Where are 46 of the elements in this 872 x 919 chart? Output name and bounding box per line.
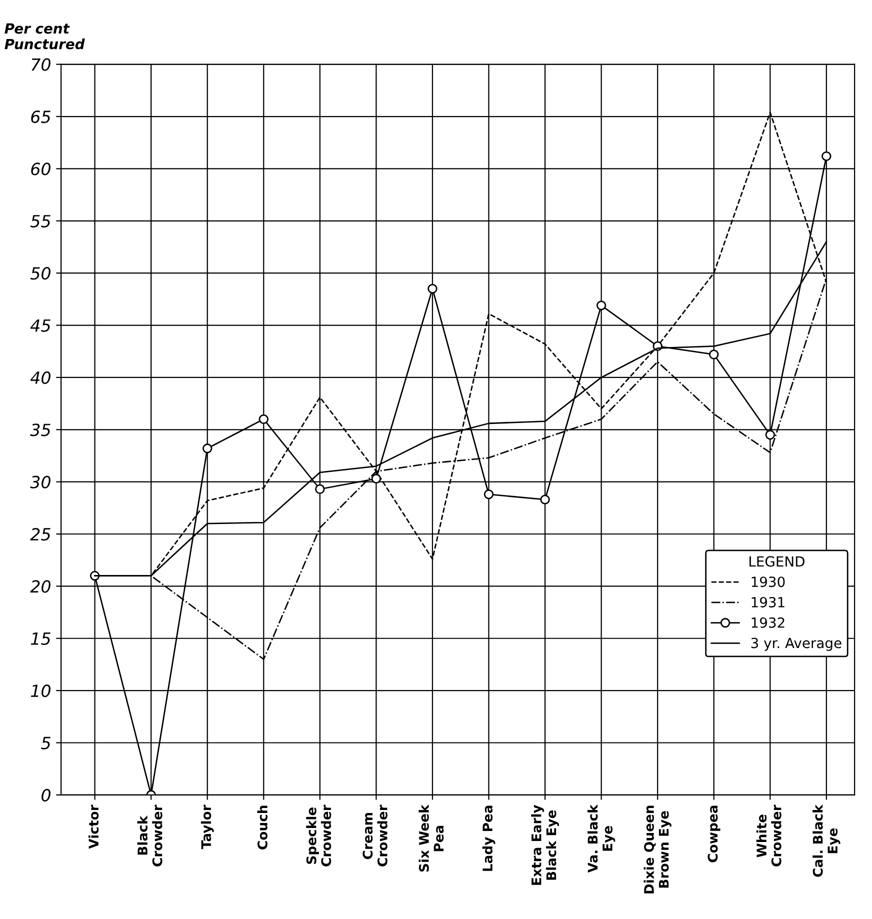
x-tick-label: Six Week Pea: [418, 804, 444, 872]
x-tick-label: Black Crowder: [137, 804, 162, 866]
x-tick-label: Taylor: [200, 804, 214, 850]
point: [822, 151, 832, 162]
point: [709, 350, 719, 360]
y-tick-label: 15: [30, 632, 50, 645]
y-tick-label: 65: [31, 110, 50, 124]
point: [765, 430, 776, 440]
x-tick-label: Va. Black Eye: [587, 804, 616, 873]
y-axis-title: Per cent Punctured: [4, 23, 85, 50]
legend-title: LEGEND: [750, 556, 804, 567]
y-tick-label: 0: [42, 788, 50, 802]
point: [202, 444, 212, 454]
x-tick-label: Speckle Crowder: [306, 804, 332, 866]
y-tick-label: 40: [30, 371, 50, 384]
y-tick-label: 35: [30, 424, 50, 436]
x-tick-label: Couch: [257, 806, 268, 850]
point: [371, 474, 382, 484]
legend-label: 3 yr. Average: [751, 638, 842, 651]
y-tick-label: 60: [31, 162, 50, 176]
legend-label: 1932: [752, 617, 784, 628]
x-tick-label: Dixie Queen Brown Eye: [644, 806, 672, 894]
y-tick-label: 30: [30, 476, 50, 488]
x-tick-label: White Crowder: [756, 804, 782, 866]
y-tick-label: 25: [30, 528, 50, 541]
y-tick-label: 45: [30, 319, 50, 332]
x-tick-label: Lady Pea: [482, 806, 496, 871]
point: [258, 414, 268, 424]
y-tick-label: 20: [30, 580, 50, 593]
point: [428, 284, 438, 294]
x-tick-label: Extra Early Black Eye: [531, 804, 559, 885]
point: [315, 484, 325, 494]
point: [596, 300, 606, 310]
y-tick-label: 5: [41, 736, 50, 750]
x-tick-label: Victor: [88, 804, 99, 849]
y-tick-label: 10: [30, 684, 50, 698]
x-tick-label: Cream Crowder: [362, 804, 388, 866]
point: [540, 494, 550, 504]
x-tick-label: Cal. Black Eye: [812, 804, 840, 877]
legend-label: 1931: [752, 596, 784, 608]
y-tick-label: 55: [30, 215, 50, 228]
y-tick-label: 70: [32, 58, 50, 71]
point: [484, 489, 494, 500]
legend-label: 1930: [752, 576, 785, 588]
y-tick-label: 50: [30, 267, 50, 280]
x-tick-label: Cowpea: [708, 806, 720, 862]
